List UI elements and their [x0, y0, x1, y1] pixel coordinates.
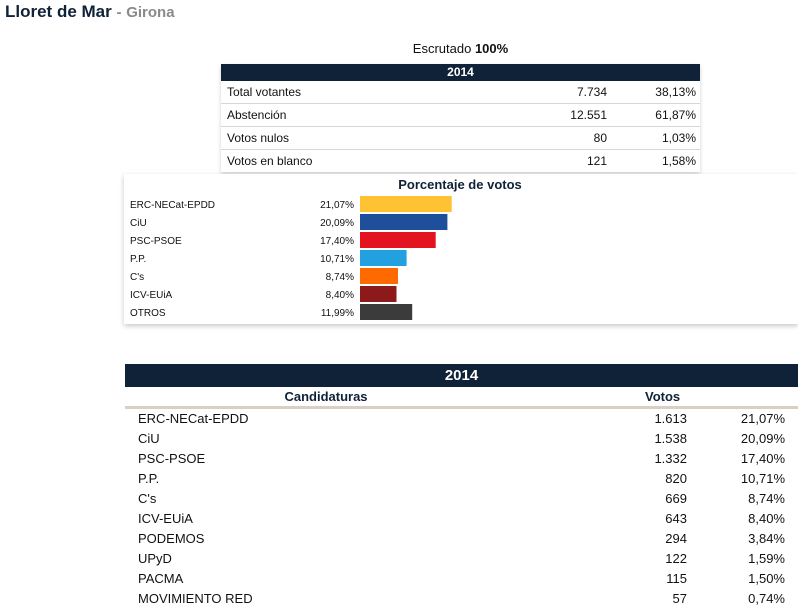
summary-label: Votos en blanco [227, 154, 313, 168]
table-row: CiU 1.538 20,09% [125, 429, 798, 449]
results-table: 2014 Candidaturas Votos ERC-NECat-EPDD 1.… [125, 364, 798, 609]
column-header-candidaturas: Candidaturas [284, 389, 368, 404]
bar-category-label: CiU [130, 218, 147, 229]
summary-label: Votos nulos [227, 131, 290, 145]
bar [360, 304, 413, 320]
summary-pct: 1,58% [661, 154, 696, 168]
summary-row-abstention: Abstención 12.551 61,87% [221, 104, 700, 127]
bar [360, 268, 398, 284]
candidate-name: PODEMOS [138, 531, 205, 546]
summary-label: Abstención [227, 108, 287, 122]
column-header-votos: Votos [645, 389, 681, 404]
candidate-votes: 57 [672, 591, 687, 606]
summary-label: Total votantes [227, 85, 302, 99]
bar-category-label: P.P. [130, 254, 146, 265]
candidate-pct: 3,84% [748, 531, 785, 546]
summary-value: 7.734 [576, 85, 607, 99]
province-name: Girona [126, 4, 175, 21]
page-title: Lloret de Mar - Girona [5, 2, 175, 22]
bar-value-label: 17,40% [320, 236, 354, 247]
candidate-name: P.P. [138, 471, 160, 486]
bar [360, 232, 436, 248]
summary-table: 2014 Total votantes 7.734 38,13% Abstenc… [221, 64, 700, 172]
municipality-name: Lloret de Mar [5, 2, 112, 21]
summary-row-blank: Votos en blanco 121 1,58% [221, 150, 700, 172]
summary-year-header: 2014 [221, 64, 700, 81]
bar [360, 214, 448, 230]
summary-value: 80 [593, 131, 607, 145]
table-row: P.P. 820 10,71% [125, 469, 798, 489]
vote-share-chart: Porcentaje de votos ERC-NECat-EPDD 21,07%… [124, 174, 798, 324]
bar-value-label: 8,40% [326, 290, 354, 301]
bar-value-label: 8,74% [326, 272, 354, 283]
bar-value-label: 20,09% [320, 218, 354, 229]
candidate-votes: 669 [665, 491, 687, 506]
scrutiny-value: 100% [474, 41, 509, 56]
candidate-votes: 115 [666, 571, 687, 586]
summary-row-total: Total votantes 7.734 38,13% [221, 81, 700, 104]
candidate-pct: 8,74% [748, 491, 785, 506]
bar-value-label: 10,71% [320, 254, 354, 265]
bar [360, 286, 397, 302]
candidate-votes: 1.332 [654, 451, 687, 466]
bar-value-label: 11,99% [321, 308, 354, 319]
summary-pct: 61,87% [655, 108, 696, 122]
candidate-pct: 1,50% [748, 571, 785, 586]
bar-category-label: C's [130, 272, 144, 283]
candidate-name: PACMA [138, 571, 184, 586]
summary-pct: 1,03% [661, 131, 696, 145]
bar [360, 250, 407, 266]
bar-value-label: 21,07% [320, 200, 354, 211]
table-row: MOVIMIENTO RED 57 0,74% [125, 589, 798, 609]
candidate-votes: 122 [665, 551, 687, 566]
table-row: UPyD 122 1,59% [125, 549, 798, 569]
bar-category-label: ERC-NECat-EPDD [130, 200, 215, 211]
scrutiny-status: Escrutado 100% [221, 41, 700, 56]
results-body: ERC-NECat-EPDD 1.613 21,07% CiU 1.538 20,09% P… [125, 409, 798, 609]
results-column-headers: Candidaturas Votos [125, 387, 798, 409]
summary-pct: 38,13% [655, 85, 696, 99]
candidate-pct: 17,40% [740, 451, 785, 466]
table-row: ICV-EUiA 643 8,40% [125, 509, 798, 529]
summary-row-null: Votos nulos 80 1,03% [221, 127, 700, 150]
candidate-name: MOVIMIENTO RED [138, 591, 253, 606]
candidate-name: C's [138, 491, 157, 506]
candidate-pct: 20,09% [740, 431, 785, 446]
table-row: PODEMOS 294 3,84% [125, 529, 798, 549]
candidate-name: ERC-NECat-EPDD [138, 411, 249, 426]
candidate-pct: 10,71% [740, 471, 785, 486]
candidate-name: CiU [138, 431, 160, 446]
summary-value: 12.551 [570, 108, 607, 122]
results-year-header: 2014 [125, 364, 798, 387]
candidate-votes: 294 [665, 531, 687, 546]
bar-chart-svg: ERC-NECat-EPDD 21,07% CiU 20,09% PSC-PSOE 17,… [130, 196, 452, 320]
candidate-votes: 643 [665, 511, 687, 526]
candidate-votes: 820 [665, 471, 687, 486]
bar-category-label: PSC-PSOE [130, 236, 182, 247]
candidate-pct: 1,59% [748, 551, 785, 566]
table-row: C's 669 8,74% [125, 489, 798, 509]
candidate-votes: 1.538 [654, 431, 687, 446]
bar [360, 196, 452, 212]
candidate-pct: 0,74% [748, 591, 785, 606]
candidate-votes: 1.613 [654, 411, 687, 426]
candidate-pct: 8,40% [748, 511, 785, 526]
title-separator: - [116, 4, 122, 21]
table-row: ERC-NECat-EPDD 1.613 21,07% [125, 409, 798, 429]
table-row: PSC-PSOE 1.332 17,40% [125, 449, 798, 469]
bar-category-label: OTROS [130, 308, 166, 319]
summary-value: 121 [586, 154, 607, 168]
candidate-name: PSC-PSOE [138, 451, 206, 466]
bar-category-label: ICV-EUiA [130, 290, 173, 301]
candidate-pct: 21,07% [740, 411, 785, 426]
scrutiny-label: Escrutado [412, 41, 472, 56]
candidate-name: ICV-EUiA [138, 511, 193, 526]
candidate-name: UPyD [138, 551, 172, 566]
table-row: PACMA 115 1,50% [125, 569, 798, 589]
chart-title: Porcentaje de votos [398, 177, 522, 192]
